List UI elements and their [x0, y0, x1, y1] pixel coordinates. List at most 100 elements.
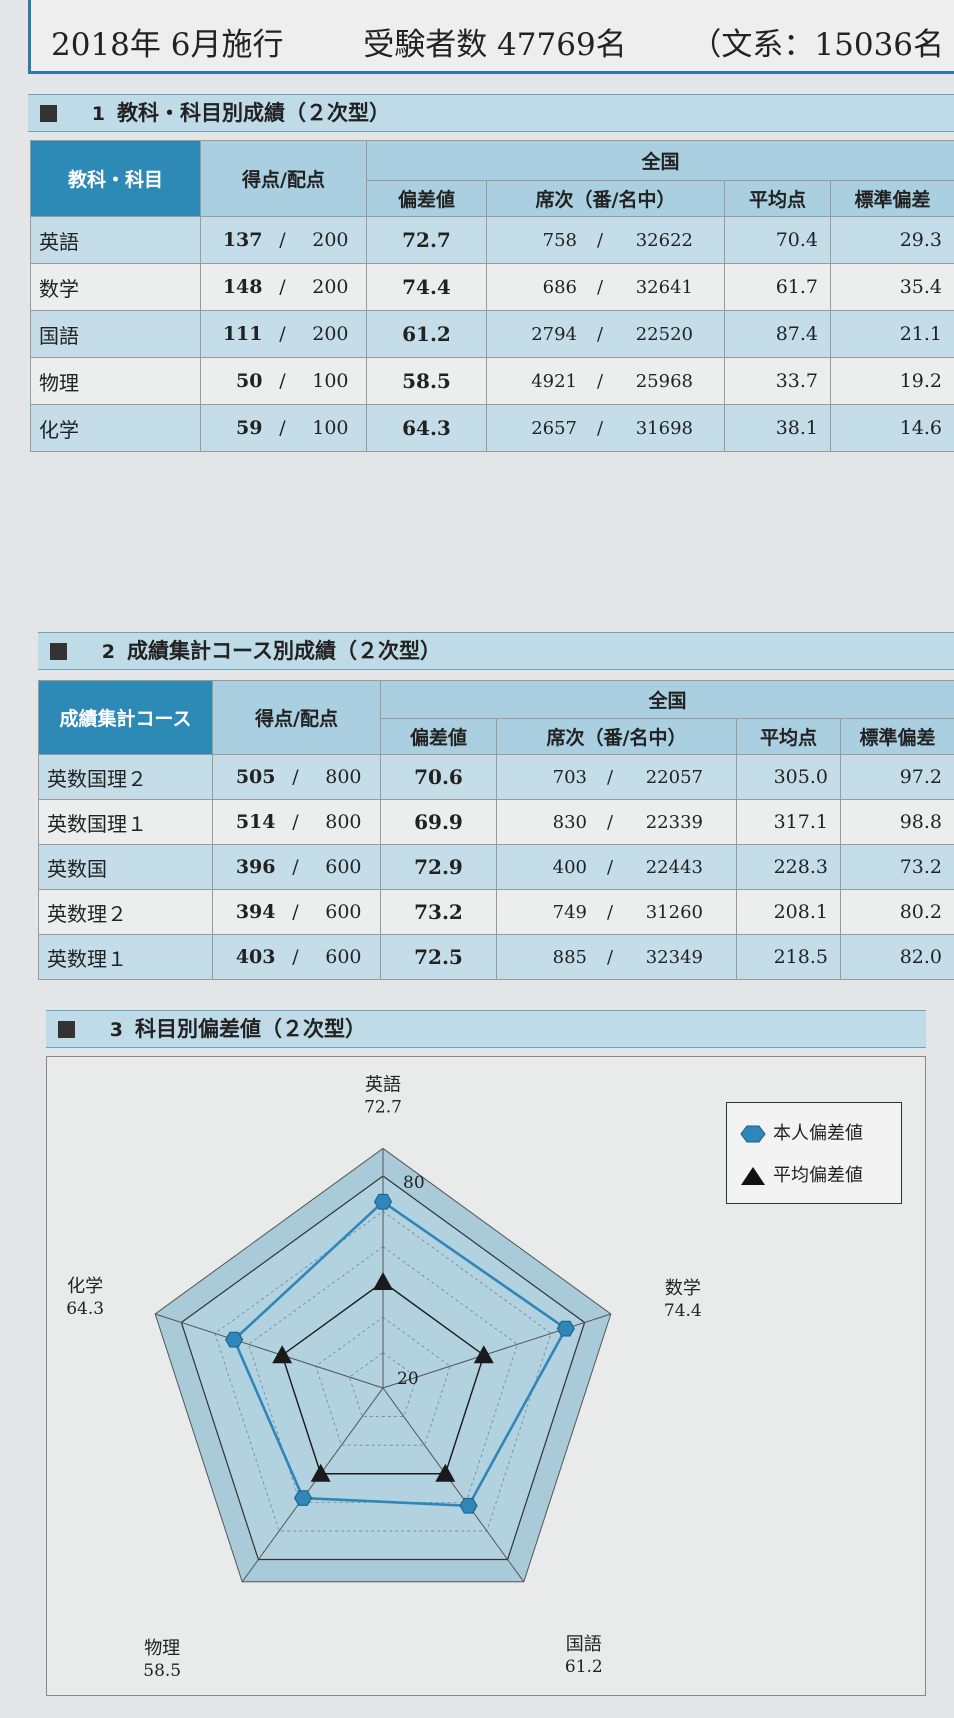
average-marker [435, 1463, 456, 1482]
axis-value: 74.4 [664, 1301, 702, 1321]
row-deviation: 64.3 [366, 404, 487, 452]
max-score: 200 [312, 276, 349, 298]
examinee-count: 受験者数 47769名 [363, 27, 627, 63]
self-marker [459, 1497, 478, 1514]
score-value: 514 [235, 811, 276, 833]
table-row: 英語 137/200 72.7 758/32622 70.4 29.3 [30, 216, 954, 264]
row-deviation: 58.5 [366, 357, 487, 405]
max-score: 200 [312, 229, 349, 251]
self-marker [293, 1490, 313, 1506]
rank-value: 885 [552, 946, 587, 968]
rank-separator: / [596, 417, 604, 439]
rank-value: 686 [542, 276, 577, 298]
rank-value: 2794 [531, 323, 577, 345]
row-score: 514 / 800 [212, 799, 381, 845]
row-score: 403 / 600 [212, 934, 381, 980]
radar-axis-line [241, 1387, 384, 1583]
row-deviation: 74.4 [366, 263, 487, 311]
row-deviation: 61.2 [366, 310, 487, 358]
row-stddev: 82.0 [839, 934, 954, 980]
average-series-line [281, 1281, 485, 1475]
legend-item-average: 平均偏差値 [739, 1161, 863, 1187]
chart-legend: 本人偏差値 平均偏差値 [726, 1102, 902, 1204]
rank-total: 32349 [645, 946, 703, 968]
score-separator: / [292, 856, 299, 878]
row-average: 70.4 [724, 216, 831, 264]
rank-separator: / [596, 229, 604, 251]
col-header-average: 平均点 [736, 718, 841, 755]
section-marker-icon [40, 105, 57, 122]
table-row: 化学 59 / 100 64.3 2657 / 31698 38.1 14.6 [30, 404, 954, 452]
axis-value: 64.3 [66, 1299, 104, 1319]
section2-title: 2 成績集計コース別成績（２次型） [38, 632, 954, 670]
score-separator: / [292, 811, 299, 833]
section3-title: 3 科目別偏差値（２次型） [46, 1010, 926, 1048]
rank-value: 749 [552, 901, 587, 923]
row-rank: 749 / 31260 [496, 889, 737, 935]
max-score: 200 [312, 323, 349, 345]
subject-score-table: 教科・科目 得点/配点 全国 偏差値 席次（番/名中） 平均点 標準偏差 英語 1… [30, 140, 954, 452]
section-title-text: 科目別偏差値（２次型） [135, 1017, 366, 1041]
max-score: 100 [312, 370, 349, 392]
col-header-average: 平均点 [724, 180, 831, 217]
triangle-icon [741, 1167, 765, 1185]
row-average: 61.7 [724, 263, 831, 311]
score-value: 50 [236, 370, 263, 392]
score-separator: / [279, 323, 286, 345]
section-marker-icon [50, 643, 67, 660]
self-marker [556, 1320, 575, 1337]
col-header-national: 全国 [379, 680, 954, 719]
exam-header: 2018年 6月施行 受験者数 47769名 （文系：15036名 [28, 0, 954, 74]
col-header-deviation: 偏差値 [380, 718, 497, 755]
section-title-text: 教科・科目別成績（２次型） [117, 101, 390, 125]
table-row: 物理 50 / 100 58.5 4921 / 25968 33.7 19.2 [30, 357, 954, 405]
section-title-text: 成績集計コース別成績（２次型） [127, 639, 441, 663]
rank-total: 22057 [645, 766, 703, 788]
axis-name: 国語 [566, 1634, 602, 1655]
max-score: 800 [325, 766, 362, 788]
rank-separator: / [606, 811, 614, 833]
row-name: 化学 [30, 404, 201, 452]
table-row: 英数国理１ 514 / 800 69.9 830 / 22339 317.1 98.8 [38, 799, 954, 845]
axis-value: 61.2 [565, 1657, 603, 1677]
row-score: 59 / 100 [200, 404, 367, 452]
max-score: 600 [325, 856, 362, 878]
max-score: 600 [325, 946, 362, 968]
row-stddev: 35.4 [829, 263, 954, 311]
self-marker [225, 1331, 244, 1348]
hexagon-icon [740, 1125, 766, 1143]
row-stddev: 97.2 [839, 754, 954, 800]
row-deviation: 69.9 [380, 799, 497, 845]
row-average: 317.1 [736, 799, 841, 845]
self-series-line [232, 1200, 568, 1508]
legend-label: 本人偏差値 [773, 1123, 863, 1144]
humanities-count: （文系：15036名 [690, 27, 945, 63]
score-value: 394 [235, 901, 276, 923]
table-row: 英数理２ 394/600 73.2 749/31260 208.1 80.2 [38, 889, 954, 935]
section-marker-icon [58, 1021, 75, 1038]
row-score: 50 / 100 [200, 357, 367, 405]
row-name: 英数理２ [38, 889, 213, 935]
radar-grid-ring [214, 1210, 552, 1532]
rank-total: 22339 [645, 811, 703, 833]
col-header-score: 得点/配点 [200, 140, 367, 217]
score-value: 59 [236, 417, 263, 439]
row-name: 英数国理１ [38, 799, 213, 845]
score-value: 403 [235, 946, 276, 968]
row-name: 英数理１ [38, 934, 213, 980]
table-row: 国語 111/200 61.2 2794/22520 87.4 21.1 [30, 310, 954, 358]
table-row: 数学 148 / 200 74.4 686 / 32641 61.7 35.4 [30, 263, 954, 311]
row-score: 394 / 600 [212, 889, 381, 935]
legend-item-self: 本人偏差値 [739, 1119, 863, 1145]
row-average: 305.0 [736, 754, 841, 800]
table-row: 英数国理２ 505 / 800 70.6 703 / 22057 305.0 97.2 [38, 754, 954, 800]
axis-name: 化学 [67, 1276, 103, 1297]
rank-total: 22443 [645, 856, 703, 878]
row-average: 38.1 [724, 404, 831, 452]
section-number: 3 [109, 1019, 123, 1041]
score-separator: / [279, 417, 286, 439]
row-rank: 2657 / 31698 [486, 404, 725, 452]
